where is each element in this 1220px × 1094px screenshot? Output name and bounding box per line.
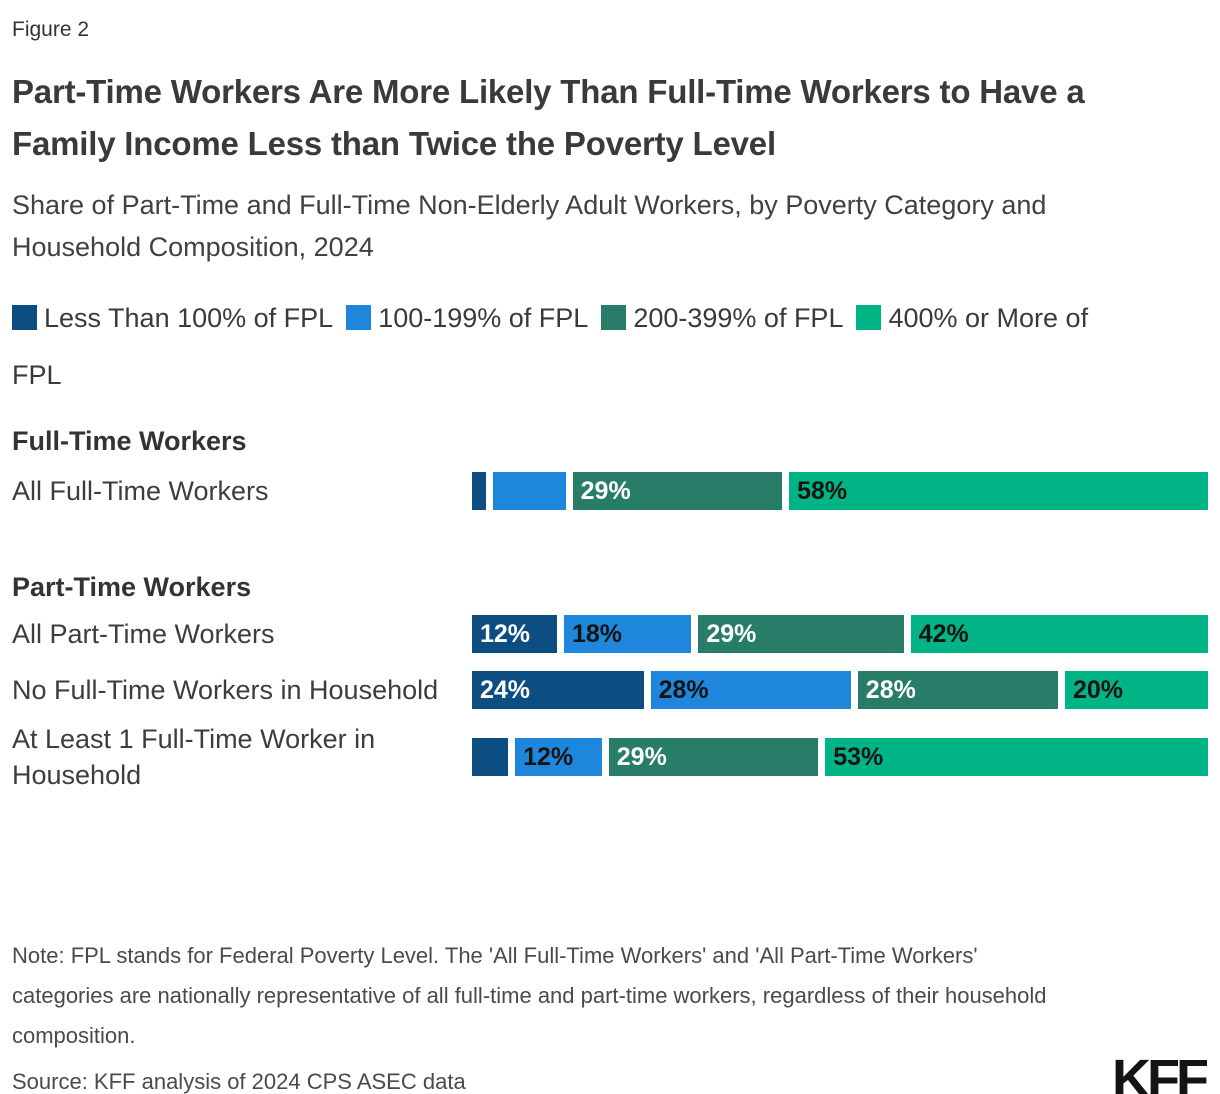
bar-value-label: 24% xyxy=(480,675,531,704)
bar-segment: 53% xyxy=(825,738,1208,776)
bar-value-label: 29% xyxy=(580,476,631,505)
source-text: Source: KFF analysis of 2024 CPS ASEC da… xyxy=(12,1069,466,1094)
bar-value-label: 18% xyxy=(571,619,622,648)
bar-segment: 24% xyxy=(472,671,644,709)
bar-segment: 28% xyxy=(857,671,1058,709)
group-heading: Full-Time Workers xyxy=(12,426,247,456)
bar-track: 29% 58% xyxy=(472,472,1208,510)
bar-segment xyxy=(472,472,487,510)
legend-label-1: Less Than 100% of FPL xyxy=(44,303,334,333)
legend-label-2: 100-199% of FPL xyxy=(378,303,589,333)
legend-swatch-1 xyxy=(12,305,37,330)
bar-value-label: 12% xyxy=(480,619,531,648)
bar-track: 12% 29% 53% xyxy=(472,738,1208,776)
bar-track: 24% 28% 28% 20% xyxy=(472,671,1208,709)
bar-value-label: 29% xyxy=(616,742,667,771)
legend-swatch-3 xyxy=(601,305,627,330)
row-label-text: At Least 1 Full-Time Worker in Household xyxy=(12,724,376,790)
bar-segment: 28% xyxy=(650,671,851,709)
bar-segment: 20% xyxy=(1065,671,1208,709)
bar-track: 12% 18% 29% 42% xyxy=(472,615,1208,653)
row-label-text: All Full-Time Workers xyxy=(12,476,269,506)
bar-value-label: 28% xyxy=(865,675,916,704)
bar-value-label: 28% xyxy=(658,675,709,704)
chart-row: No Full-Time Workers in Household 24% 28% 2… xyxy=(12,671,1208,709)
kff-logo: KFF xyxy=(1112,1049,1209,1094)
bar-segment xyxy=(472,738,509,776)
chart-row: All Part-Time Workers 12% 18% 29% 42% xyxy=(12,615,1208,653)
row-label: All Full-Time Workers xyxy=(12,473,472,509)
bar-segment: 29% xyxy=(698,615,904,653)
chart-subtitle: Share of Part-Time and Full-Time Non-Eld… xyxy=(12,190,1047,262)
bar-value-label: 12% xyxy=(523,742,574,771)
legend-label-4: 400% or More of FPL xyxy=(12,303,1089,390)
row-label: At Least 1 Full-Time Worker in Household xyxy=(12,721,472,793)
row-label: All Part-Time Workers xyxy=(12,616,472,652)
row-label: No Full-Time Workers in Household xyxy=(12,672,472,708)
chart-row: At Least 1 Full-Time Worker in Household… xyxy=(12,721,1208,793)
bar-value-label: 58% xyxy=(797,476,848,505)
bar-value-label: 29% xyxy=(706,619,757,648)
bar-segment xyxy=(493,472,566,510)
bar-segment: 42% xyxy=(910,615,1208,653)
bar-segment: 29% xyxy=(572,472,783,510)
chart-title: Part-Time Workers Are More Likely Than F… xyxy=(12,73,1085,162)
bar-segment: 12% xyxy=(472,615,557,653)
bar-value-label: 53% xyxy=(833,742,884,771)
chart-area: Full-Time Workers All Full-Time Workers 29… xyxy=(12,422,1208,793)
legend: Less Than 100% of FPL 100-199% of FPL 200-… xyxy=(12,290,1092,404)
row-label-text: All Part-Time Workers xyxy=(12,619,275,649)
figure-label: Figure 2 xyxy=(12,18,90,41)
bar-segment: 12% xyxy=(515,738,602,776)
footer: Note: FPL stands for Federal Poverty Lev… xyxy=(12,936,1209,1094)
chart-row: All Full-Time Workers 29% 58% xyxy=(12,472,1208,510)
legend-label-3: 200-399% of FPL xyxy=(633,303,844,333)
group-heading: Part-Time Workers xyxy=(12,572,252,602)
legend-swatch-2 xyxy=(346,305,372,330)
note-text: Note: FPL stands for Federal Poverty Lev… xyxy=(12,943,1047,1048)
bar-segment: 18% xyxy=(563,615,692,653)
bar-value-label: 20% xyxy=(1073,675,1124,704)
row-label-text: No Full-Time Workers in Household xyxy=(12,675,439,705)
legend-swatch-4 xyxy=(856,305,882,330)
bar-value-label: 42% xyxy=(918,619,969,648)
bar-segment: 29% xyxy=(608,738,819,776)
bar-segment: 58% xyxy=(789,472,1208,510)
